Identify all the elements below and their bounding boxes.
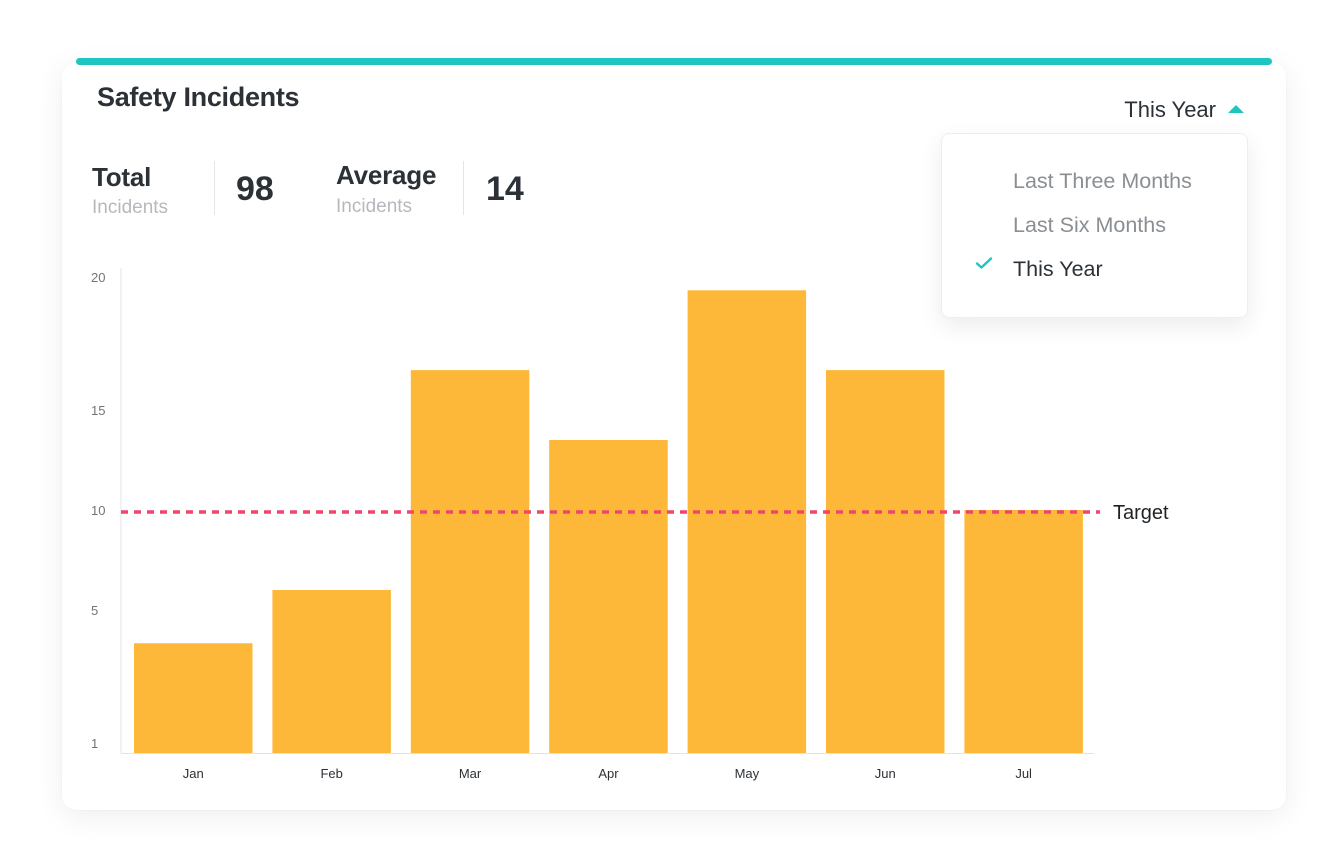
target-label: Target: [1113, 502, 1169, 524]
bar-mar: [410, 370, 530, 753]
average-label: Average: [336, 160, 437, 190]
average-value: 14: [486, 170, 524, 208]
x-tick-label: Jun: [875, 766, 896, 781]
card-accent-bar: [76, 58, 1272, 65]
card-title: Safety Incidents: [97, 82, 300, 112]
total-sublabel: Incidents: [92, 197, 169, 218]
option-this-year[interactable]: This Year: [1013, 257, 1103, 281]
bar-jan: [134, 643, 253, 753]
total-label: Total: [92, 162, 152, 192]
x-tick-label: Jul: [1015, 766, 1032, 781]
y-tick-label: 20: [91, 270, 105, 285]
option-last-three-months[interactable]: Last Three Months: [1013, 169, 1192, 193]
time-range-selector[interactable]: This Year: [1124, 97, 1244, 123]
time-range-label: This Year: [1124, 97, 1216, 122]
option-last-six-months[interactable]: Last Six Months: [1013, 213, 1166, 237]
x-tick-label: Apr: [598, 766, 619, 781]
y-tick-label: 1: [91, 736, 98, 751]
x-tick-label: Feb: [320, 766, 342, 781]
average-sublabel: Incidents: [336, 196, 413, 217]
bar-jul: [964, 510, 1083, 753]
x-tick-label: Jan: [183, 766, 204, 781]
x-tick-label: May: [735, 766, 760, 781]
time-range-dropdown: Last Three Months Last Six Months This Y…: [941, 133, 1248, 318]
y-tick-label: 5: [91, 603, 98, 618]
stat-divider: [463, 161, 464, 215]
bar-apr: [549, 440, 668, 753]
bar-feb: [272, 590, 391, 753]
bar-jun: [826, 370, 945, 753]
x-tick-label: Mar: [459, 766, 482, 781]
total-value: 98: [236, 170, 274, 208]
y-tick-label: 10: [91, 503, 105, 518]
caret-up-icon: [1228, 105, 1244, 113]
stat-divider: [214, 161, 215, 215]
y-tick-label: 15: [91, 403, 105, 418]
bar-may: [687, 290, 807, 753]
check-icon: [975, 257, 993, 269]
